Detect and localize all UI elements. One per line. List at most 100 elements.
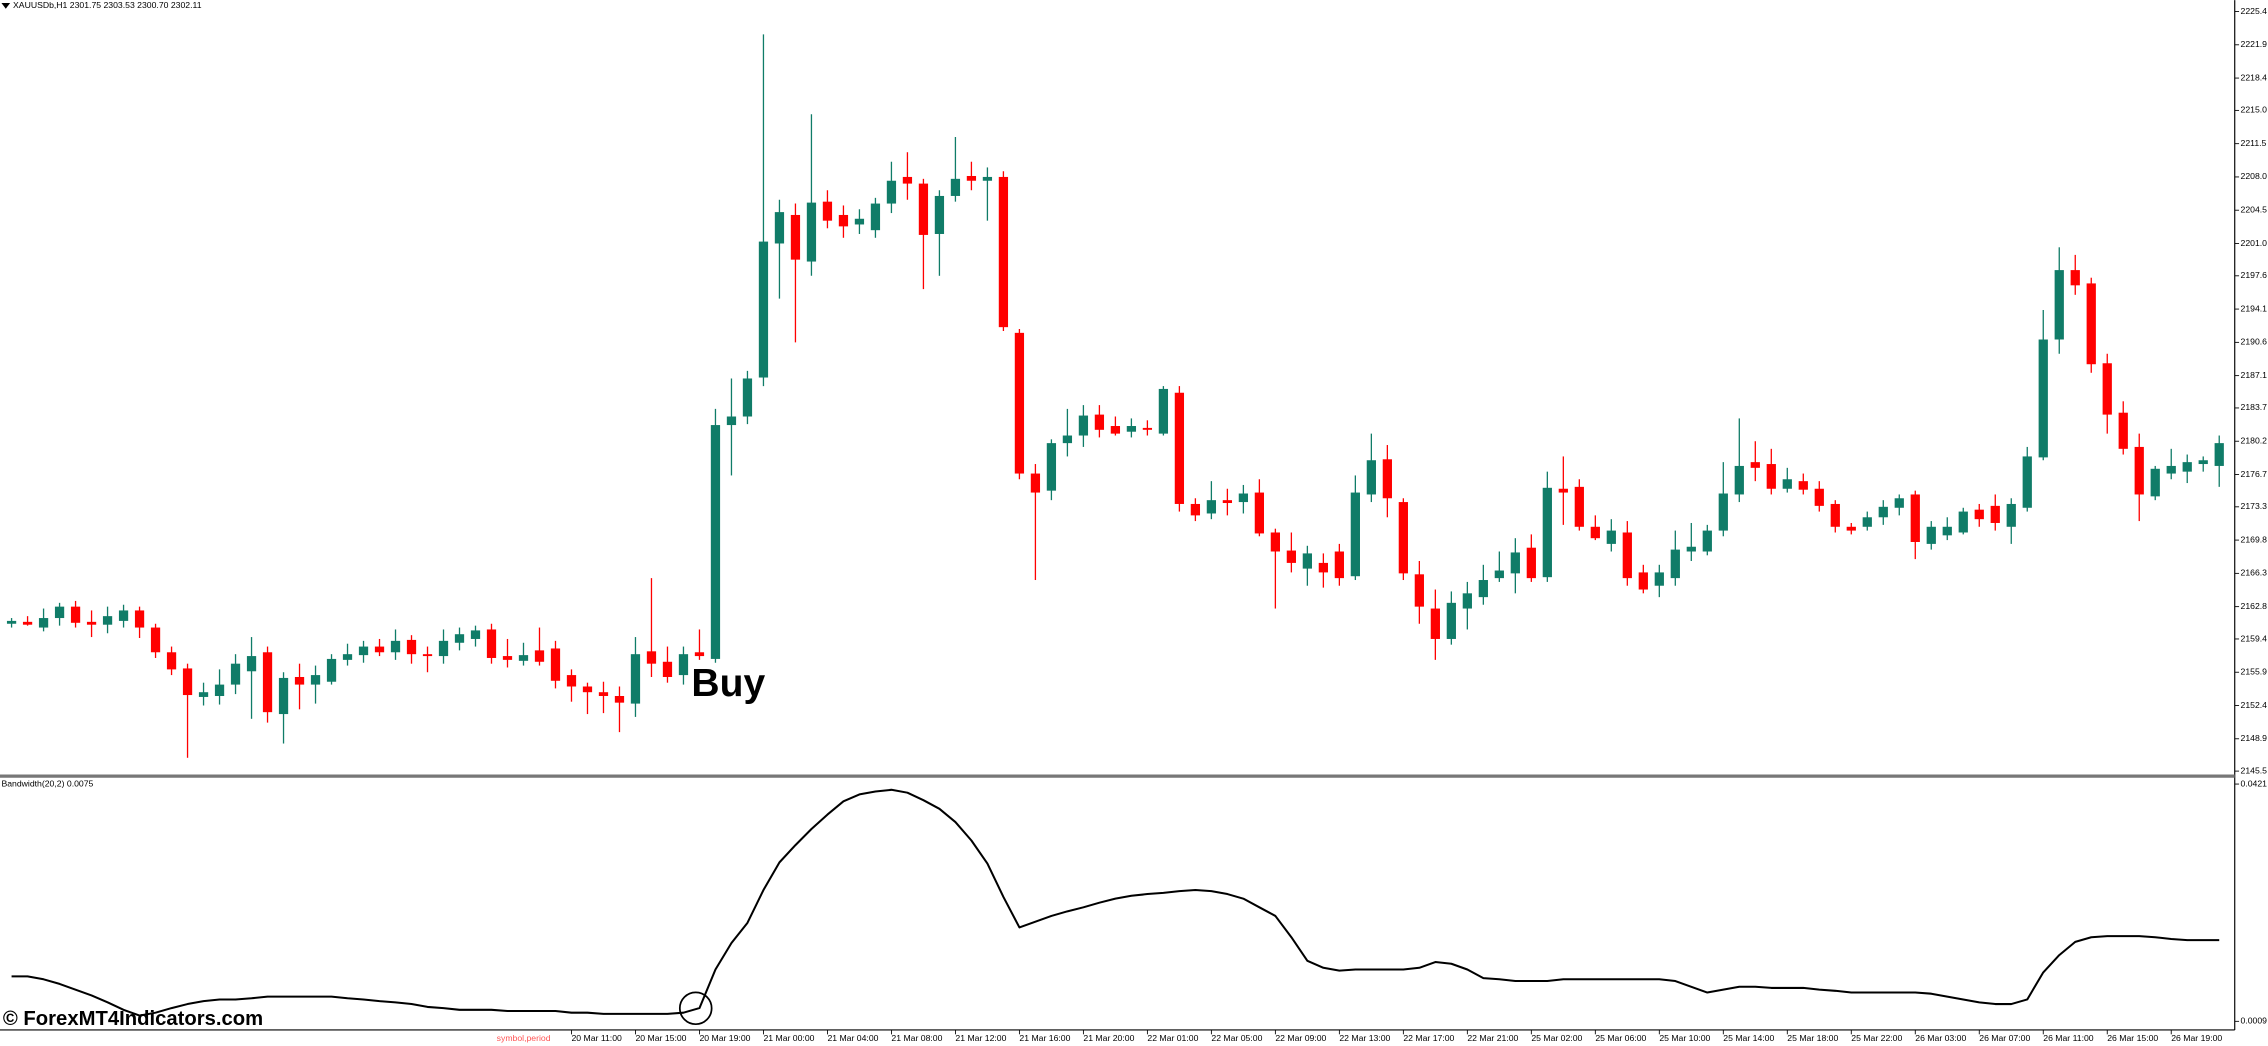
candle-body: [886, 180, 897, 204]
candle-body: [278, 677, 289, 715]
candle-body: [2054, 270, 2064, 340]
candle-body: [2006, 503, 2016, 527]
candle-body: [1814, 488, 1824, 506]
candle-body: [1158, 388, 1169, 434]
candle-body: [1094, 414, 1105, 430]
candle-body: [550, 648, 561, 681]
candle-body: [1062, 435, 1073, 444]
candle-body: [2070, 270, 2080, 286]
x-tick-label: 21 Mar 12:00: [955, 1033, 1006, 1043]
y-tick-label: 2208.0: [2241, 171, 2268, 181]
candle-body: [998, 176, 1009, 328]
candle-body: [1590, 526, 1600, 539]
candle-body: [310, 675, 321, 685]
symbol-icon: [1, 3, 11, 9]
candle-body: [150, 627, 161, 653]
x-tick-label: 25 Mar 02:00: [1531, 1033, 1582, 1043]
candle-body: [214, 684, 225, 697]
x-tick-label: 20 Mar 15:00: [635, 1033, 686, 1043]
candle-body: [22, 621, 33, 625]
candle-body: [1734, 465, 1744, 495]
candle-body: [774, 212, 785, 244]
candle-body: [422, 654, 433, 657]
candle-body: [294, 676, 305, 685]
y-tick-label: 2176.7: [2241, 469, 2268, 479]
candle-body: [1174, 392, 1185, 504]
candle-body: [1270, 532, 1281, 552]
x-tick-label: 26 Mar 15:00: [2107, 1033, 2158, 1043]
candle-body: [902, 176, 913, 184]
candle-body: [1142, 427, 1153, 430]
x-tick-label: 21 Mar 04:00: [827, 1033, 878, 1043]
candle-body: [758, 241, 769, 378]
candle-body: [694, 652, 705, 657]
candle-body: [1222, 500, 1233, 504]
candle-body: [582, 686, 593, 693]
candle-body: [118, 610, 129, 621]
candle-body: [1382, 459, 1392, 499]
x-tick-label: 26 Mar 19:00: [2171, 1033, 2222, 1043]
candle-body: [1494, 570, 1504, 579]
candle-body: [502, 656, 513, 660]
candle-body: [1302, 553, 1312, 569]
candle-body: [1686, 546, 1696, 552]
candle-body: [246, 656, 257, 672]
candle-body: [1046, 443, 1057, 491]
y-tick-label: 2166.3: [2241, 568, 2268, 578]
candle-body: [1414, 574, 1424, 607]
candle-body: [406, 639, 417, 655]
candle-body: [198, 692, 209, 697]
x-tick-label: 22 Mar 05:00: [1211, 1033, 1262, 1043]
candle-body: [982, 176, 993, 181]
candle-body: [262, 652, 273, 713]
x-tick-label: 21 Mar 08:00: [891, 1033, 942, 1043]
candle-body: [1830, 503, 1840, 527]
candle-body: [1622, 532, 1632, 579]
y-tick-label: 2201.0: [2241, 238, 2268, 248]
candle-body: [1206, 500, 1217, 514]
x-tick-label: 20 Mar 19:00: [699, 1033, 750, 1043]
x-tick-label: 26 Mar 11:00: [2043, 1033, 2094, 1043]
candle-body: [870, 203, 881, 231]
candle-body: [1350, 492, 1360, 577]
y-tick-label: 2169.8: [2241, 534, 2268, 544]
candle-body: [6, 620, 17, 624]
candle-body: [166, 652, 177, 670]
candle-body: [566, 675, 577, 687]
candle-body: [1558, 488, 1568, 493]
candle-body: [918, 183, 929, 235]
candle-body: [1878, 506, 1888, 518]
y-tick-label: 2159.4: [2241, 633, 2268, 643]
y-tick-label: 2194.1: [2241, 303, 2268, 313]
candle-body: [678, 654, 689, 676]
y-tick-label: 0.0009: [2241, 1016, 2268, 1026]
candle-body: [1654, 572, 1664, 586]
candle-body: [742, 378, 753, 417]
candle-body: [1638, 572, 1648, 590]
candle-body: [1510, 552, 1520, 574]
candle-body: [630, 654, 641, 704]
candle-body: [790, 214, 801, 260]
buy-annotation: Buy: [691, 662, 765, 705]
x-tick-label: 25 Mar 10:00: [1659, 1033, 1710, 1043]
candle-body: [1542, 487, 1552, 578]
watermark: © ForexMT4Indicators.com: [3, 1008, 263, 1030]
candle-body: [102, 616, 113, 625]
y-tick-label: 2211.5: [2241, 138, 2267, 148]
x-tick-label: 25 Mar 14:00: [1723, 1033, 1774, 1043]
x-tick-label: 25 Mar 22:00: [1851, 1033, 1902, 1043]
candle-body: [598, 692, 609, 697]
candle-body: [1862, 517, 1872, 527]
candle-body: [326, 658, 337, 682]
period-label: symbol,period: [497, 1033, 551, 1043]
candle-body: [1430, 608, 1440, 639]
candle-body: [86, 621, 97, 625]
candle-body: [1478, 580, 1488, 598]
candle-body: [1670, 549, 1680, 579]
y-tick-label: 2162.8: [2241, 601, 2268, 611]
candle-body: [534, 650, 545, 662]
bandwidth-line: [11, 788, 2220, 1017]
candle-body: [2118, 412, 2128, 449]
candle-body: [854, 218, 865, 225]
candle-body: [2198, 460, 2208, 465]
